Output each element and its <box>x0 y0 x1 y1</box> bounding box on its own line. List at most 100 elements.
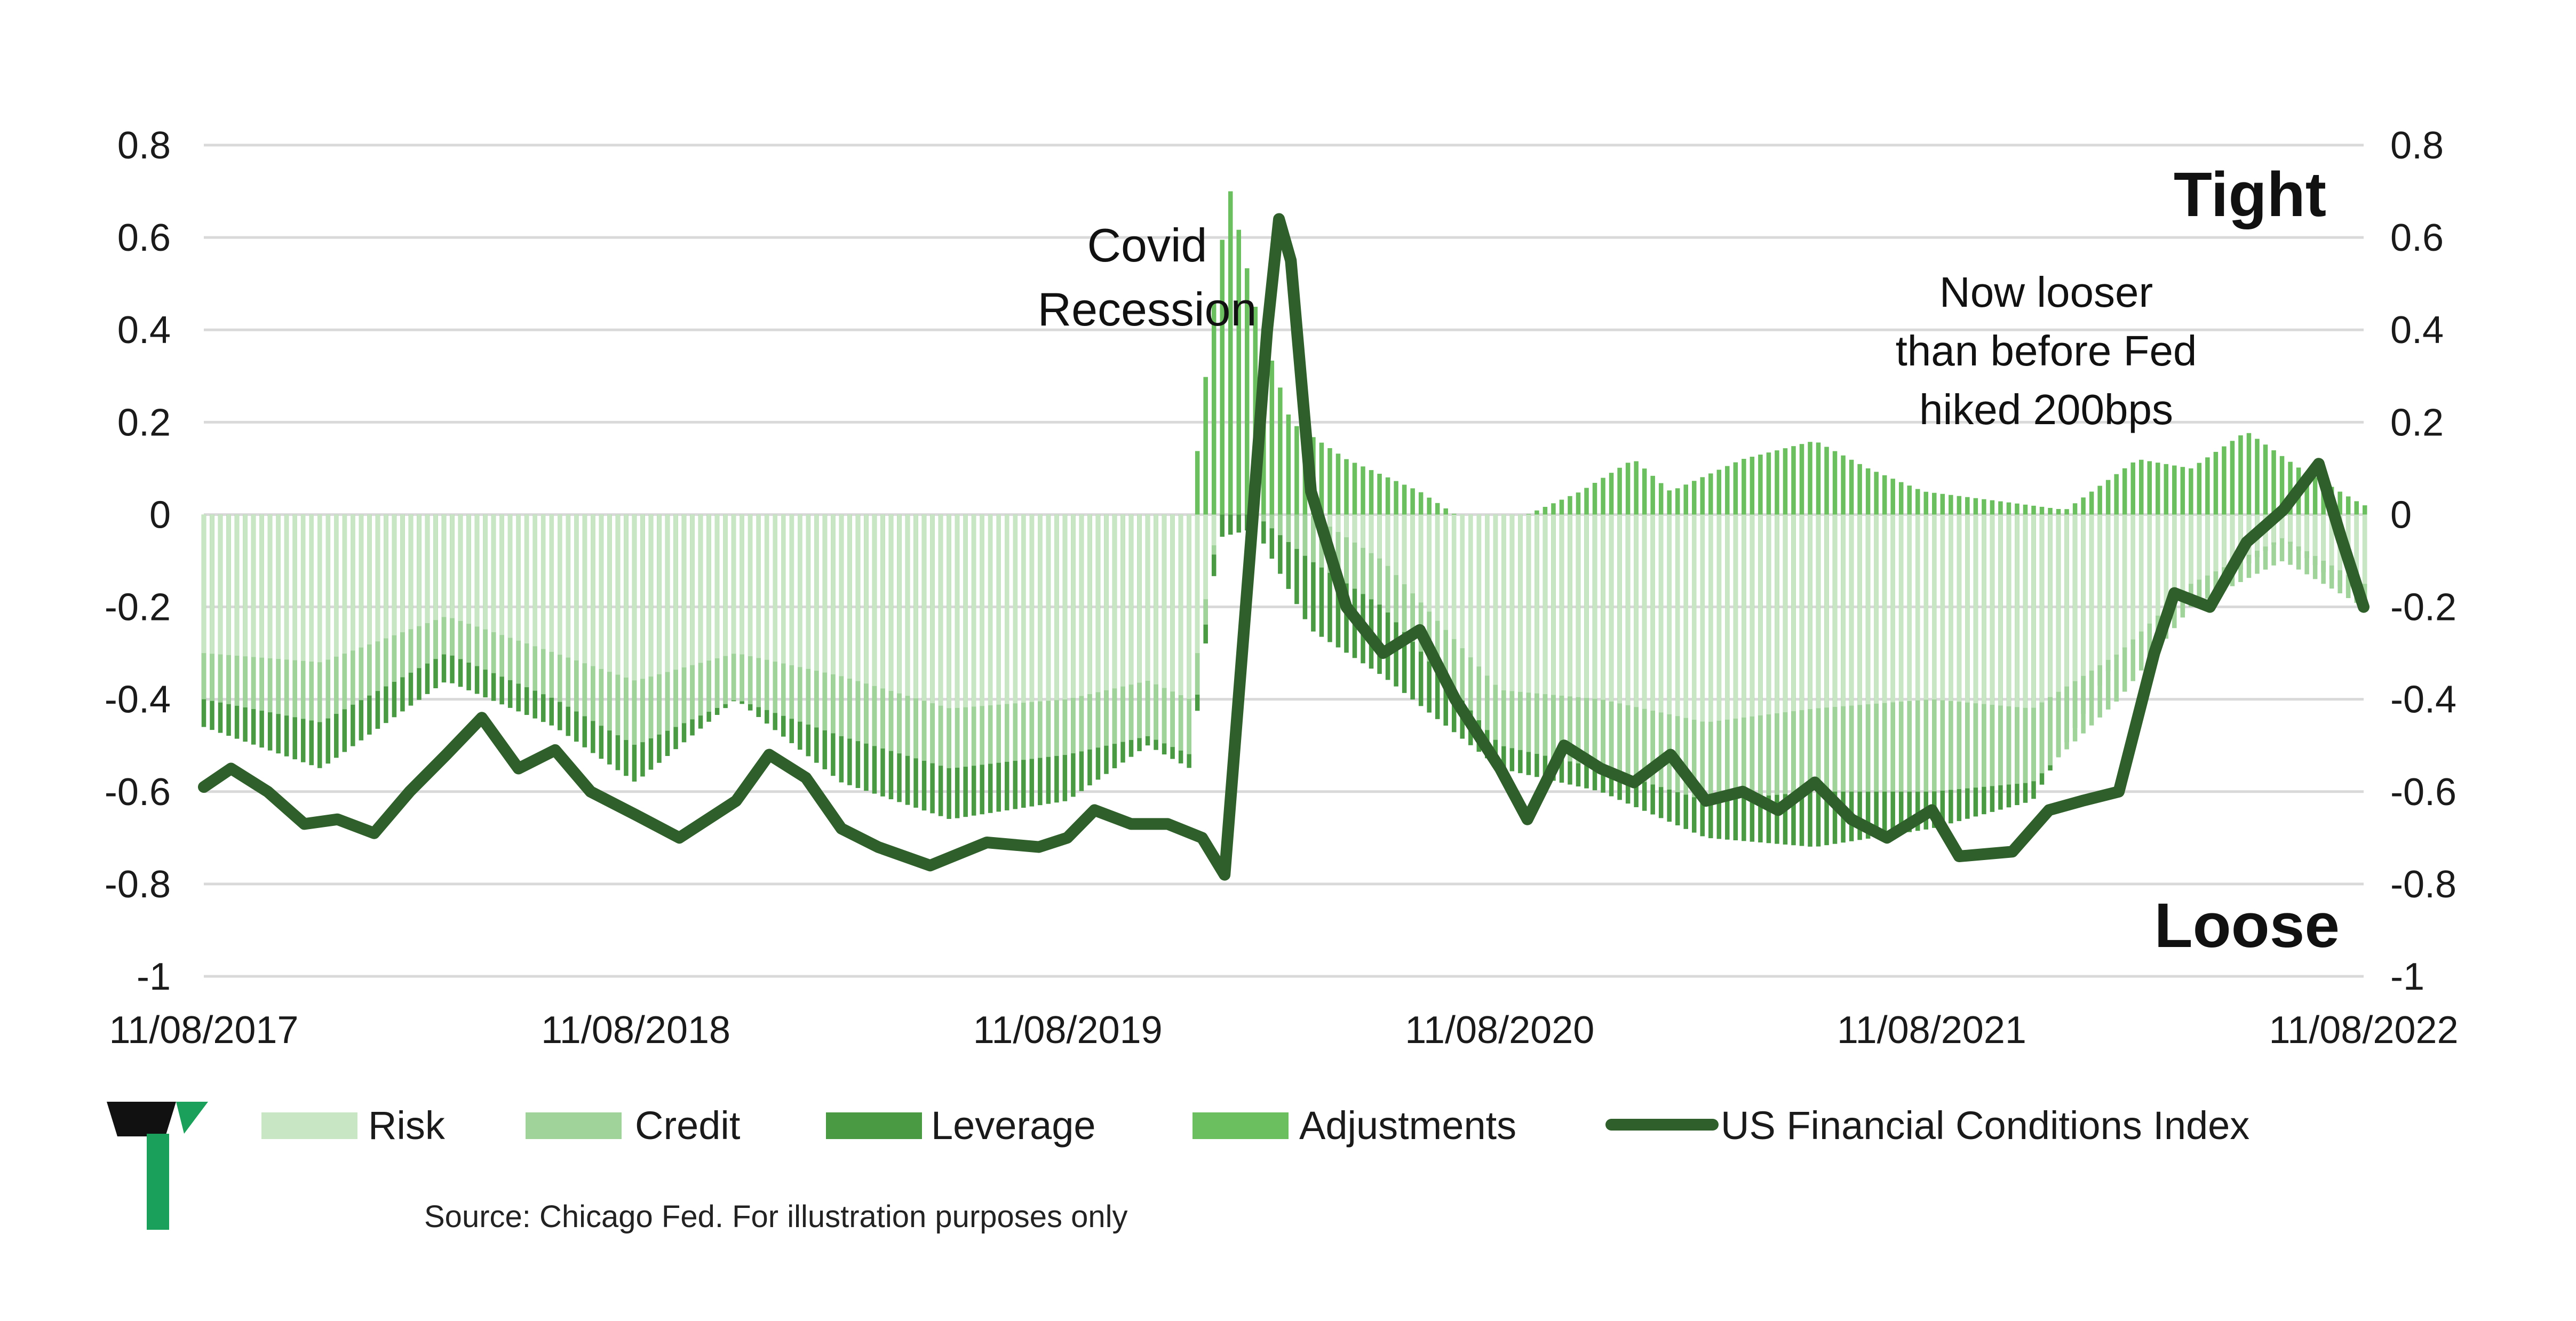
risk-bar <box>1783 514 1788 713</box>
y-tick-left: -0.2 <box>105 586 171 629</box>
risk-bar <box>2048 514 2053 697</box>
credit-bar <box>1286 514 1291 543</box>
risk-bar <box>1427 514 1432 612</box>
risk-bar <box>1352 514 1357 543</box>
risk-bar <box>1004 514 1009 704</box>
risk-bar <box>1046 514 1051 701</box>
risk-bar <box>359 514 364 648</box>
risk-bar <box>558 514 562 655</box>
risk-bar <box>888 514 894 691</box>
adjustments-bar <box>2114 474 2119 515</box>
risk-bar <box>632 514 637 681</box>
adjustments-bar <box>2238 435 2243 515</box>
risk-bar <box>1460 514 1465 649</box>
risk-bar <box>748 514 753 656</box>
risk-bar <box>657 514 662 674</box>
adjustments-bar <box>1882 475 1887 515</box>
risk-bar <box>259 514 264 658</box>
risk-bar <box>1013 514 1018 704</box>
risk-bar <box>1650 514 1655 711</box>
adjustments-bar <box>2089 491 2094 515</box>
now-looser-annotation-line2: than before Fed <box>1896 327 2197 375</box>
leverage-bar <box>1344 514 1349 653</box>
risk-bar <box>1733 514 1738 719</box>
risk-bar <box>392 514 397 635</box>
risk-bar <box>1071 514 1076 698</box>
legend-swatch <box>526 1112 622 1139</box>
risk-bar <box>2064 514 2069 687</box>
risk-bar <box>1932 514 1937 700</box>
risk-bar <box>1128 514 1134 685</box>
adjustments-bar <box>2156 463 2160 515</box>
y-tick-left: -0.8 <box>105 863 171 906</box>
risk-bar <box>2304 514 2309 552</box>
risk-bar <box>2138 514 2144 632</box>
risk-bar <box>1832 514 1838 707</box>
risk-bar <box>1700 514 1705 722</box>
risk-bar <box>540 514 546 649</box>
risk-bar <box>417 514 422 626</box>
risk-bar <box>226 514 231 655</box>
risk-bar <box>1029 514 1035 702</box>
adjustments-bar <box>1642 468 1647 515</box>
adjustments-bar <box>1949 495 1953 515</box>
risk-bar <box>1021 514 1026 703</box>
risk-bar <box>1187 514 1191 699</box>
risk-bar <box>764 514 769 660</box>
adjustments-bar <box>1758 455 1763 515</box>
adjustments-bar <box>2023 504 2028 515</box>
risk-bar <box>2189 514 2193 584</box>
adjustments-bar <box>1725 466 1730 515</box>
y-tick-right: -1 <box>2390 956 2424 998</box>
risk-bar <box>822 514 828 673</box>
risk-bar <box>384 514 388 639</box>
risk-bar <box>499 514 504 635</box>
risk-bar <box>624 514 629 678</box>
risk-bar <box>814 514 819 671</box>
adjustments-bar <box>1998 501 2003 515</box>
risk-bar <box>1344 514 1349 538</box>
y-tick-right: -0.4 <box>2390 679 2456 721</box>
legend-label: Leverage <box>931 1103 1096 1148</box>
risk-bar <box>408 514 414 630</box>
risk-bar <box>1509 514 1515 691</box>
adjustments-bar <box>1617 467 1622 515</box>
adjustments-bar <box>1211 303 1217 515</box>
risk-bar <box>2180 514 2185 592</box>
risk-bar <box>1377 514 1382 559</box>
risk-bar <box>1137 514 1142 683</box>
adjustments-bar <box>1435 503 1440 515</box>
adjustments-bar <box>2015 503 2020 515</box>
adjustments-bar <box>2031 505 2036 515</box>
risk-bar <box>210 514 214 654</box>
credit-bar <box>1294 514 1299 549</box>
adjustments-bar <box>1245 268 1250 515</box>
credit-bar <box>1361 514 1365 594</box>
risk-bar <box>706 514 711 661</box>
adjustments-bar <box>1783 448 1788 515</box>
risk-bar <box>2172 514 2177 600</box>
adjustments-bar <box>2304 472 2309 515</box>
risk-bar <box>640 514 645 679</box>
adjustments-bar <box>1874 472 1879 515</box>
risk-bar <box>1957 514 1962 702</box>
adjustments-bar <box>1700 477 1705 515</box>
risk-bar <box>2271 514 2276 543</box>
risk-bar <box>516 514 521 641</box>
risk-bar <box>2105 514 2111 660</box>
leverage-bar <box>1286 514 1291 589</box>
risk-bar <box>1501 514 1506 690</box>
adjustments-bar <box>2205 457 2210 515</box>
risk-bar <box>2039 514 2045 703</box>
risk-bar <box>1435 514 1440 621</box>
adjustments-bar <box>2072 503 2078 515</box>
adjustments-bar <box>1559 499 1564 515</box>
credit-bar <box>1352 514 1357 589</box>
risk-bar <box>1816 514 1821 709</box>
risk-bar <box>1907 514 1912 701</box>
risk-bar <box>1145 514 1150 681</box>
risk-bar <box>681 514 687 667</box>
adjustments-bar <box>1361 466 1365 515</box>
adjustments-bar <box>1708 473 1713 515</box>
risk-bar <box>731 514 736 654</box>
